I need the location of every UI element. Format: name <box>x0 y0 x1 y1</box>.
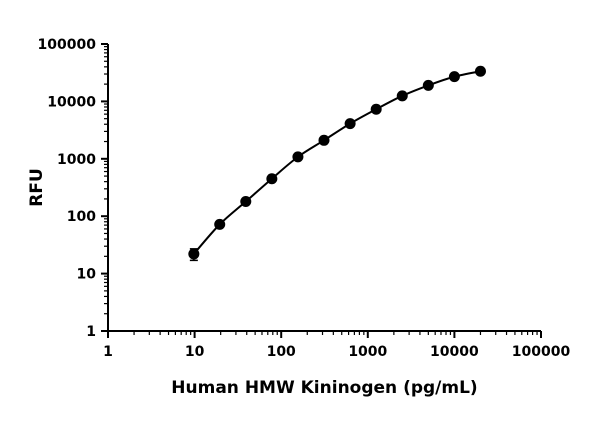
x-tick-label: 10 <box>185 344 205 360</box>
fit-curve <box>193 70 481 255</box>
x-axis-title: Human HMW Kininogen (pg/mL) <box>171 378 477 398</box>
x-ticks: 1 10 100 1000 10000 100000 <box>103 331 570 360</box>
data-point <box>318 134 330 146</box>
x-tick-label: 100 <box>267 344 296 360</box>
data-points <box>188 65 486 262</box>
data-point <box>240 196 252 208</box>
data-point <box>344 118 356 130</box>
y-ticks: 1 10 100 1000 10000 100000 <box>38 37 108 340</box>
data-point <box>474 65 486 77</box>
x-tick-label: 1 <box>103 344 113 360</box>
data-point <box>448 71 460 83</box>
data-point <box>188 248 200 260</box>
y-tick-label: 1 <box>86 324 96 340</box>
y-tick-label: 1000 <box>57 152 96 168</box>
x-tick-label: 100000 <box>512 344 571 360</box>
data-point <box>370 103 382 115</box>
data-point <box>266 173 278 185</box>
y-tick-label: 10000 <box>47 94 96 110</box>
data-point <box>292 151 304 163</box>
x-tick-label: 1000 <box>348 344 387 360</box>
data-point <box>396 90 408 102</box>
y-axis-title: RFU <box>27 168 47 207</box>
data-point <box>422 79 434 91</box>
y-tick-label: 100000 <box>38 37 97 53</box>
y-tick-label: 10 <box>77 267 97 283</box>
axes <box>107 44 541 332</box>
y-tick-label: 100 <box>67 209 96 225</box>
x-tick-label: 10000 <box>430 344 479 360</box>
data-point <box>214 218 226 230</box>
